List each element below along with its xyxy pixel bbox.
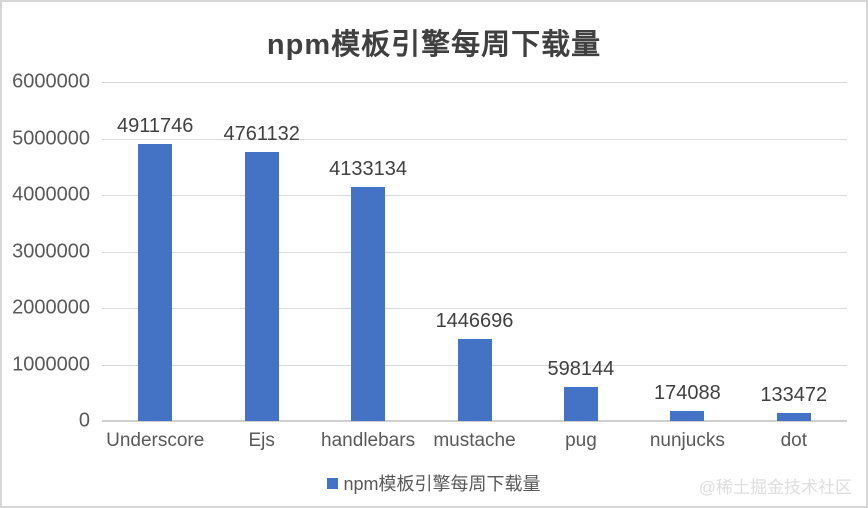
gridline bbox=[102, 195, 847, 196]
gridline bbox=[102, 251, 847, 253]
x-axis-labels: Underscore Ejs handlebars mustache pug nunjuc… bbox=[102, 430, 847, 454]
bar bbox=[138, 143, 173, 421]
chart-title: npm模板引擎每周下载量 bbox=[266, 29, 602, 61]
x-tick-label: pug bbox=[565, 430, 597, 451]
y-axis-labels: 0 1000000 2000000 3000000 4000000 5000000 6000… bbox=[2, 71, 90, 432]
y-tick-label: 2000000 bbox=[12, 296, 90, 319]
x-axis-line bbox=[102, 420, 847, 422]
gridline bbox=[102, 138, 847, 140]
y-tick-label: 1000000 bbox=[12, 353, 90, 375]
legend-marker-icon bbox=[327, 477, 339, 489]
legend-label: npm模板引擎每周下载量 bbox=[343, 474, 541, 494]
watermark: @稀土掘金技术社区 bbox=[698, 478, 852, 497]
legend: npm模板引擎每周下载量 bbox=[2, 470, 866, 496]
bar bbox=[776, 413, 811, 421]
bar-value-label: 598144 bbox=[547, 358, 615, 381]
gridline bbox=[102, 308, 847, 309]
bar-value-label: 4133134 bbox=[329, 158, 407, 181]
bar bbox=[670, 411, 705, 421]
y-tick-label: 0 bbox=[78, 409, 90, 432]
x-tick-label: dot bbox=[780, 430, 807, 451]
y-tick-label: 3000000 bbox=[12, 240, 90, 262]
y-tick-label: 4000000 bbox=[12, 183, 90, 206]
y-tick-label: 6000000 bbox=[12, 70, 90, 93]
y-tick-label: 5000000 bbox=[12, 127, 90, 149]
bar-value-label: 133472 bbox=[760, 384, 828, 407]
plot-area: 4911746 4761132 4133134 1446696 598144 174088… bbox=[102, 82, 847, 422]
bar bbox=[351, 187, 386, 421]
x-tick-label: handlebars bbox=[321, 430, 416, 451]
x-tick-label: Ejs bbox=[248, 430, 275, 451]
bar bbox=[457, 339, 492, 421]
bar bbox=[244, 152, 279, 421]
bar-value-label: 174088 bbox=[653, 382, 721, 405]
bar-value-label: 1446696 bbox=[435, 310, 514, 333]
x-tick-label: mustache bbox=[433, 430, 516, 451]
bar-value-label: 4911746 bbox=[117, 114, 194, 137]
bar bbox=[563, 387, 598, 421]
x-tick-label: Underscore bbox=[106, 430, 205, 451]
bar-value-label: 4761132 bbox=[223, 123, 300, 145]
gridline bbox=[102, 82, 847, 83]
x-tick-label: nunjucks bbox=[649, 430, 725, 451]
